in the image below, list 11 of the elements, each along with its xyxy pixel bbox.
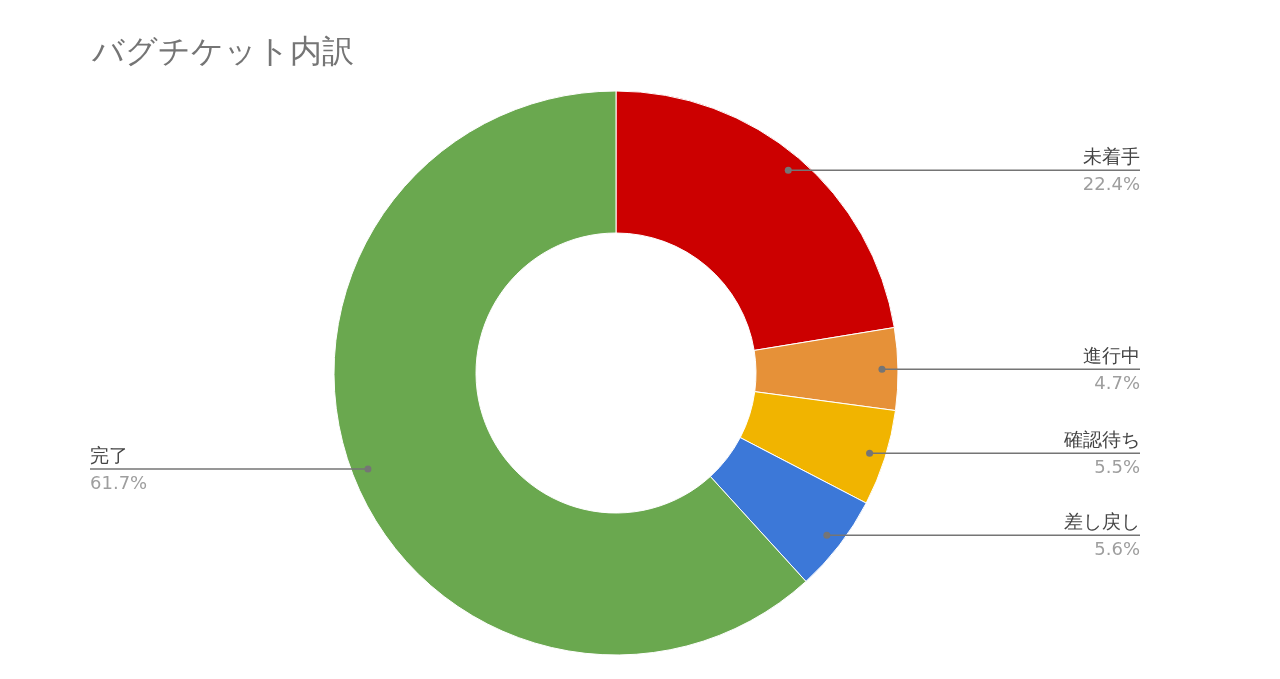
slice-label: 確認待ち [1063, 428, 1140, 451]
slice-label: 未着手 [1083, 145, 1140, 168]
data-label: 4.7% [1094, 372, 1140, 394]
chart-title: バグチケット内訳 [91, 32, 354, 70]
data-label: 22.4% [1082, 173, 1140, 195]
data-label: 5.6% [1094, 538, 1140, 560]
slice-label: 差し戻し [1064, 510, 1140, 533]
data-label: 61.7% [90, 472, 148, 494]
data-label: 5.5% [1094, 456, 1140, 478]
slice-label: 完了 [90, 444, 128, 467]
slice-label: 進行中 [1083, 344, 1140, 367]
